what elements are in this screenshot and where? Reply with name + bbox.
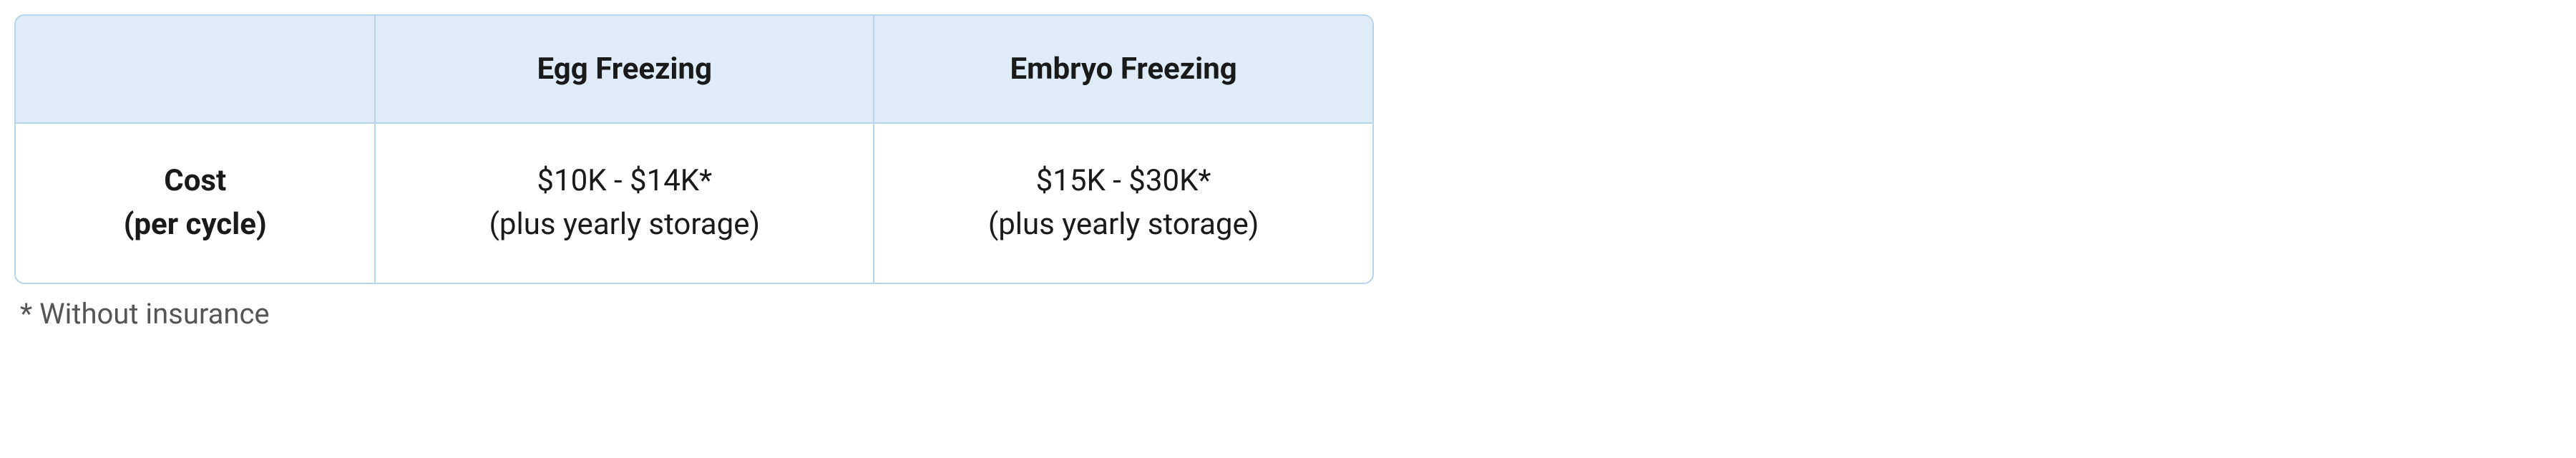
cell-value-line2: (plus yearly storage) <box>896 203 1351 247</box>
table-header-embryo-freezing: Embryo Freezing <box>874 16 1372 123</box>
table-header-row: Egg Freezing Embryo Freezing <box>16 16 1372 123</box>
footnote: * Without insurance <box>14 297 1374 331</box>
table-header-egg-freezing: Egg Freezing <box>375 16 874 123</box>
cell-value-line1: $15K - $30K* <box>896 160 1351 203</box>
table-header-empty <box>16 16 375 123</box>
comparison-table-container: Egg Freezing Embryo Freezing Cost (per c… <box>14 14 1374 331</box>
cell-value-line2: (plus yearly storage) <box>397 203 852 247</box>
cell-value-line1: $10K - $14K* <box>397 160 852 203</box>
cell-embryo-freezing-cost: $15K - $30K* (plus yearly storage) <box>874 123 1372 283</box>
table-row: Cost (per cycle) $10K - $14K* (plus year… <box>16 123 1372 283</box>
row-label-cost: Cost (per cycle) <box>16 123 375 283</box>
row-label-line2: (per cycle) <box>37 203 353 247</box>
row-label-line1: Cost <box>37 160 353 203</box>
cell-egg-freezing-cost: $10K - $14K* (plus yearly storage) <box>375 123 874 283</box>
comparison-table: Egg Freezing Embryo Freezing Cost (per c… <box>14 14 1374 284</box>
